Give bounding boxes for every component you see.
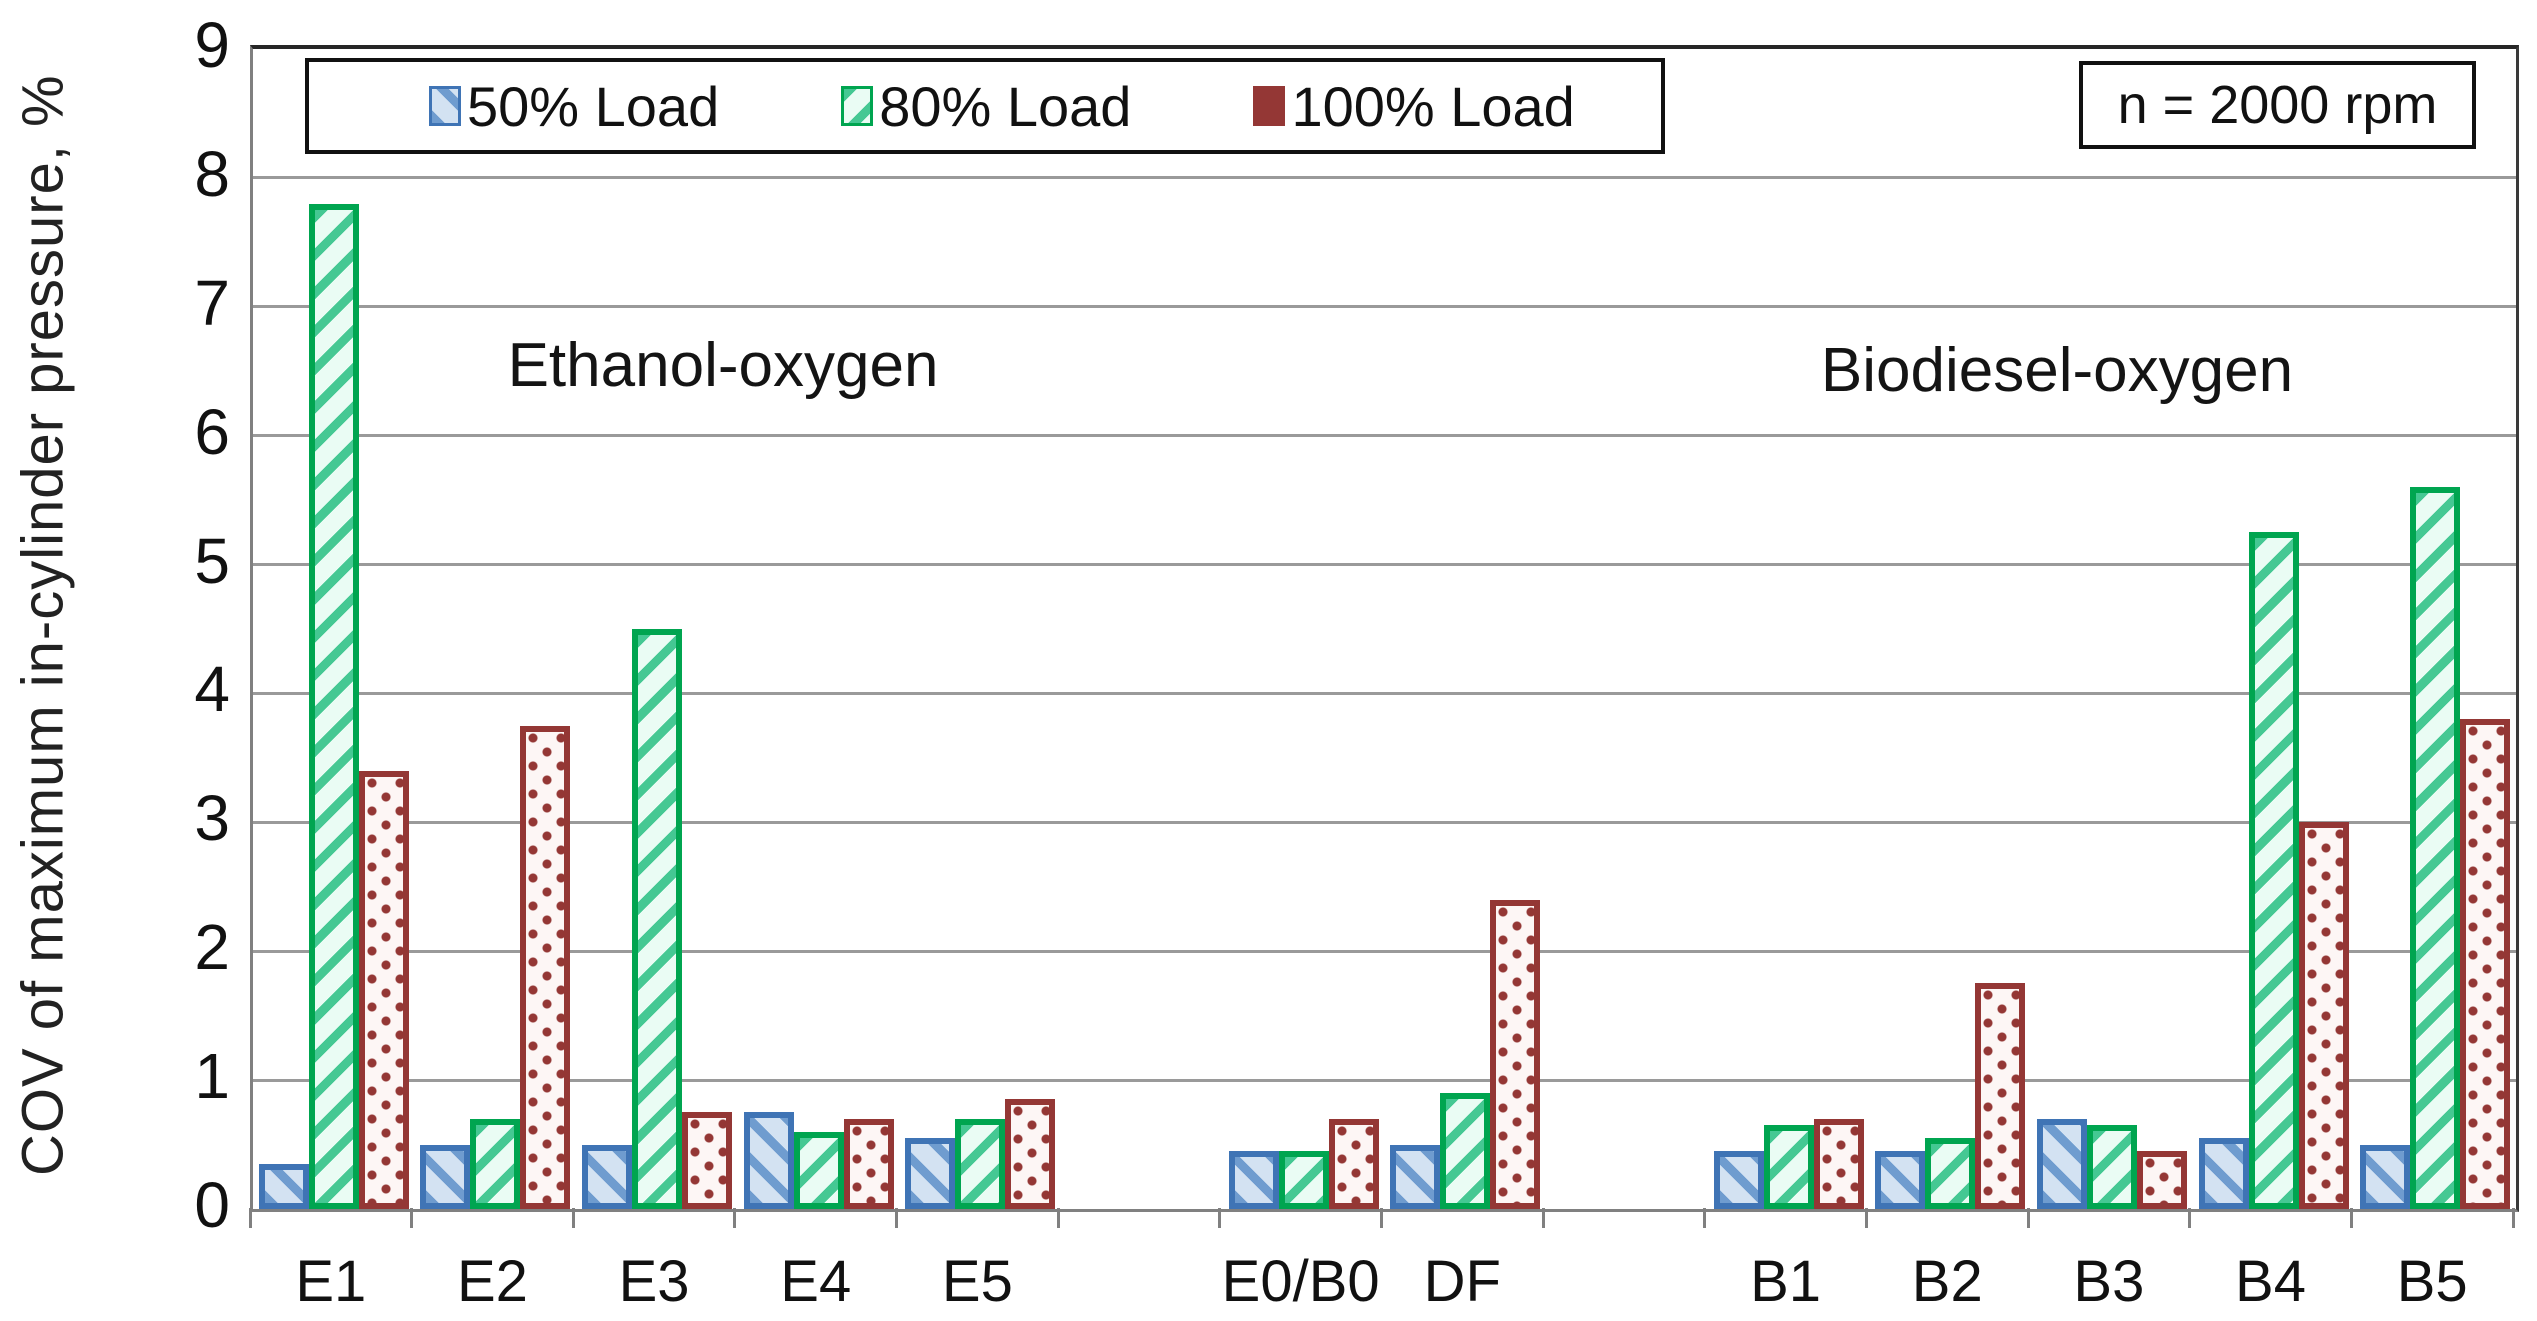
x-category-label-E3: E3 — [618, 1249, 690, 1314]
bar-E2-80pct — [470, 1119, 521, 1209]
x-category-label-B2: B2 — [1911, 1249, 1983, 1314]
y-tick-label-8: 8 — [194, 137, 230, 210]
bar-B1-50pct — [1713, 1151, 1764, 1209]
y-axis-title: COV of maximum in-cylinder pressure, % — [10, 74, 76, 1176]
bar-E3-50pct — [582, 1145, 633, 1209]
gridline-y6 — [253, 434, 2516, 438]
y-tick-label-0: 0 — [194, 1169, 230, 1241]
x-tick-mark — [1218, 1208, 1222, 1228]
bar-B3-50pct — [2036, 1119, 2087, 1209]
bar-E1-80pct — [308, 204, 359, 1209]
y-tick-label-9: 9 — [194, 9, 230, 81]
bar-E1-50pct — [258, 1164, 309, 1209]
x-category-label-E1: E1 — [295, 1249, 367, 1314]
bar-DF-80pct — [1440, 1093, 1491, 1209]
gridline-y2 — [253, 949, 2516, 953]
gridline-y7 — [253, 305, 2516, 309]
x-category-label-B3: B3 — [2073, 1249, 2145, 1314]
bar-B2-80pct — [1925, 1138, 1976, 1209]
bar-E4-100pct — [843, 1119, 894, 1209]
y-tick-label-4: 4 — [194, 653, 230, 726]
x-tick-mark — [733, 1208, 737, 1228]
y-tick-label-6: 6 — [194, 395, 230, 468]
legend-label-50-load: 50% Load — [467, 74, 720, 138]
annotation-box: n = 2000 rpm — [2079, 61, 2476, 149]
bar-B4-50pct — [2198, 1138, 2249, 1209]
bar-E4-50pct — [743, 1112, 794, 1209]
bar-B5-80pct — [2410, 487, 2461, 1209]
bar-B1-100pct — [1813, 1119, 1864, 1209]
bar-E0/B0-100pct — [1328, 1119, 1379, 1209]
y-tick-label-1: 1 — [194, 1040, 230, 1113]
legend-item-50-load: 50% Load — [429, 74, 719, 139]
x-category-label-E2: E2 — [456, 1249, 528, 1314]
bar-B4-100pct — [2298, 822, 2349, 1209]
y-tick-label-5: 5 — [194, 524, 230, 597]
bar-E0/B0-50pct — [1228, 1151, 1279, 1209]
bar-E2-50pct — [420, 1145, 471, 1209]
legend-label-80-load: 80% Load — [879, 74, 1132, 138]
y-tick-label-3: 3 — [194, 782, 230, 855]
legend: 50% Load 80% Load 100% Load — [305, 58, 1665, 154]
plot-area — [250, 45, 2519, 1212]
bar-B3-80pct — [2086, 1125, 2137, 1209]
y-tick-label-7: 7 — [194, 266, 230, 339]
x-tick-mark — [1380, 1208, 1383, 1228]
group-label-biodiesel: Biodiesel-oxygen — [1820, 336, 2294, 405]
gridline-y8 — [253, 176, 2516, 180]
bar-DF-50pct — [1390, 1145, 1441, 1209]
x-tick-mark — [2188, 1208, 2192, 1228]
y-tick-label-2: 2 — [194, 911, 230, 984]
bar-B1-80pct — [1763, 1125, 1814, 1209]
gridline-y3 — [253, 820, 2516, 824]
bar-E5-100pct — [1005, 1099, 1056, 1209]
group-label-ethanol: Ethanol-oxygen — [507, 331, 939, 400]
legend-item-100-load: 100% Load — [1253, 74, 1575, 139]
annotation-text: n = 2000 rpm — [2117, 75, 2438, 135]
gridline-y5 — [253, 563, 2516, 567]
x-category-label-DF: DF — [1423, 1249, 1501, 1314]
legend-swatch-80-load — [841, 86, 874, 126]
x-category-label-B5: B5 — [2396, 1249, 2468, 1314]
bar-E4-80pct — [793, 1132, 844, 1209]
x-tick-mark — [2349, 1208, 2353, 1228]
x-tick-mark — [1703, 1208, 1707, 1228]
bar-B3-100pct — [2136, 1151, 2187, 1209]
x-tick-mark — [1056, 1208, 1060, 1228]
x-tick-mark — [571, 1208, 575, 1228]
bar-E0/B0-80pct — [1278, 1151, 1329, 1209]
bar-E1-100pct — [358, 771, 409, 1209]
bar-B2-100pct — [1975, 983, 2026, 1209]
legend-swatch-100-load — [1253, 86, 1286, 126]
bar-E3-100pct — [682, 1112, 733, 1209]
gridline-y1 — [253, 1078, 2516, 1082]
bar-B2-50pct — [1875, 1151, 1926, 1209]
legend-swatch-50-load — [429, 86, 461, 126]
x-tick-mark — [2026, 1208, 2030, 1228]
x-tick-mark — [1864, 1208, 1868, 1228]
bar-B4-80pct — [2248, 532, 2299, 1209]
bar-E5-80pct — [955, 1119, 1006, 1209]
bar-E2-100pct — [520, 726, 571, 1209]
legend-item-80-load: 80% Load — [841, 74, 1131, 139]
legend-label-100-load: 100% Load — [1291, 74, 1575, 138]
bar-B5-50pct — [2360, 1145, 2411, 1209]
x-tick-mark — [248, 1208, 252, 1228]
x-category-label-E4: E4 — [780, 1249, 852, 1314]
x-category-label-B1: B1 — [1750, 1249, 1822, 1314]
bar-E5-50pct — [905, 1138, 956, 1209]
bar-DF-100pct — [1490, 900, 1541, 1209]
x-tick-mark — [1541, 1208, 1545, 1228]
x-tick-mark — [410, 1208, 414, 1228]
bar-B5-100pct — [2460, 719, 2511, 1209]
x-category-label-E0/B0: E0/B0 — [1221, 1249, 1380, 1314]
x-category-label-B4: B4 — [2235, 1249, 2306, 1314]
x-category-label-E5: E5 — [941, 1249, 1013, 1314]
bar-E3-80pct — [632, 629, 683, 1209]
x-tick-mark — [895, 1208, 899, 1228]
gridline-y4 — [253, 691, 2516, 695]
x-tick-mark — [2511, 1208, 2515, 1228]
